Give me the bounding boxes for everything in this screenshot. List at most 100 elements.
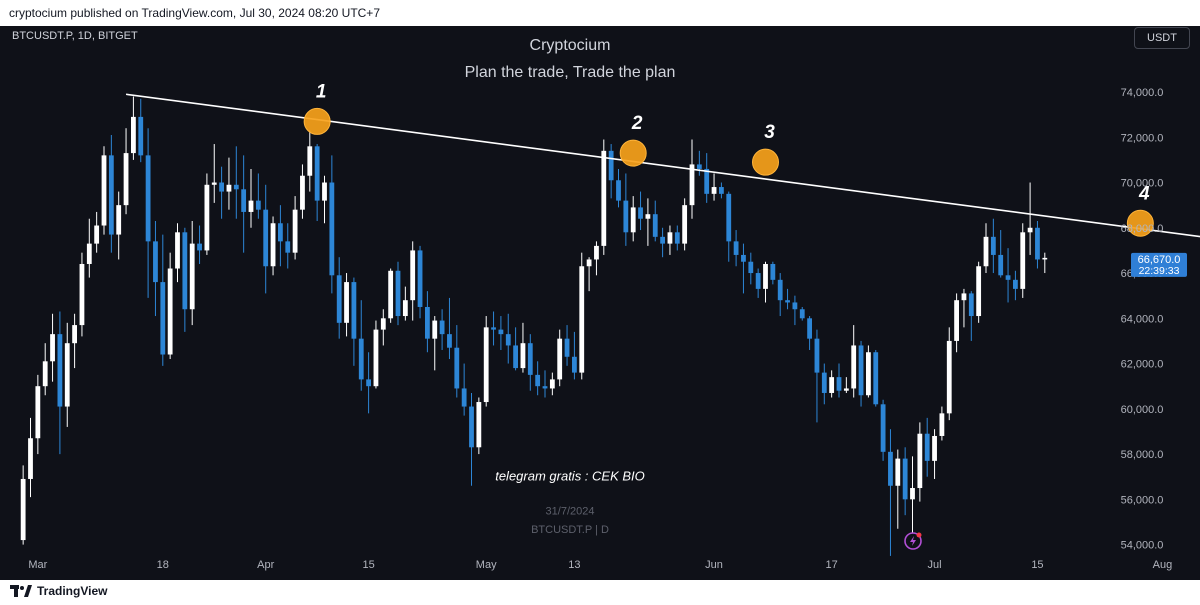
candle-body (520, 343, 526, 369)
candle-body (917, 433, 923, 489)
published-caption: cryptocium published on TradingView.com,… (9, 6, 380, 20)
candle-body (836, 377, 842, 391)
candle-body (748, 261, 754, 274)
candle-body (733, 241, 739, 255)
candle-body (976, 266, 982, 317)
candle-body (447, 334, 452, 348)
y-tick-label: 68,000.0 (1121, 223, 1164, 235)
last-price-label: 66,670.0 (1138, 254, 1181, 266)
candle-body (402, 300, 408, 317)
candle-body (219, 182, 224, 192)
candle-body (946, 340, 952, 414)
candle-body (513, 345, 518, 369)
candle-body (241, 189, 247, 212)
tradingview-logo[interactable]: TradingView (10, 582, 107, 600)
candle-body (50, 334, 55, 362)
candle-body (233, 184, 239, 190)
candle-body (924, 433, 930, 461)
candle-body (145, 155, 151, 242)
candle-body (454, 347, 460, 389)
touch-marker-2 (619, 139, 647, 167)
candle-body (138, 116, 144, 156)
x-tick-label: 15 (362, 559, 374, 571)
chart-subtitle: Plan the trade, Trade the plan (464, 64, 676, 81)
candle-body (57, 334, 63, 407)
chart-title: Cryptocium (529, 37, 611, 54)
candle-body (851, 345, 857, 389)
candle-body (990, 236, 996, 255)
candle-body (888, 451, 893, 486)
candle-body (336, 275, 342, 323)
candle-body (108, 155, 114, 235)
candle-body (638, 207, 643, 219)
candle-body (388, 270, 394, 319)
y-tick-label: 54,000.0 (1121, 540, 1164, 552)
chart-panel[interactable] (0, 26, 1200, 580)
candle-body (483, 327, 489, 403)
candle-body (696, 164, 702, 169)
candle-body (601, 150, 607, 246)
candle-body (1035, 227, 1040, 260)
y-tick-label: 60,000.0 (1121, 404, 1164, 416)
candle-body (226, 184, 232, 192)
candle-body (270, 223, 276, 267)
candle-body (189, 243, 195, 310)
x-tick-label: 13 (568, 559, 580, 571)
candle-body (131, 116, 136, 154)
markers-layer: 1 2 3 4 (303, 81, 1154, 237)
resistance-trendline (125, 93, 1200, 238)
candle-body (983, 236, 989, 267)
candle-body (461, 388, 467, 407)
candle-body (932, 435, 937, 461)
candle-body (153, 241, 158, 283)
candle-body (954, 300, 959, 341)
y-tick-label: 72,000.0 (1121, 132, 1164, 144)
lightning-icon[interactable] (904, 532, 922, 550)
y-tick-label: 62,000.0 (1121, 359, 1164, 371)
candle-body (814, 338, 820, 373)
candle-body (182, 232, 188, 310)
candle-body (314, 146, 320, 201)
candle-body (572, 356, 577, 373)
candle-body (829, 377, 835, 393)
y-tick-label: 74,000.0 (1121, 87, 1164, 99)
candle-body (86, 243, 92, 264)
candle-body (307, 146, 313, 176)
candle-body (167, 268, 173, 355)
candle-body (35, 386, 41, 439)
candle-body (902, 458, 908, 500)
candle-body (20, 478, 26, 541)
candle-body (344, 282, 349, 323)
candle-body (263, 209, 269, 267)
symbol-label[interactable]: BTCUSDT.P, 1D, BITGET (12, 30, 138, 42)
x-tick-label: Jun (705, 559, 723, 571)
candlestick-chart[interactable]: 1 2 3 4 74,000.0 72,000.0 70,000.0 68,000.0 66,… (0, 26, 1200, 580)
candle-body (594, 245, 599, 260)
watermark-text: 31/7/2024 (546, 506, 595, 518)
candle-body (1027, 227, 1033, 233)
candle-body (373, 329, 379, 387)
candle-body (322, 182, 327, 201)
candle-body (880, 404, 886, 452)
candle-body (689, 164, 695, 206)
candle-body (719, 187, 724, 194)
currency-button[interactable]: USDT (1134, 27, 1190, 49)
last-price-layer: 66,670.022:39:33 (1131, 252, 1187, 277)
candle-body (505, 334, 511, 346)
candle-body (410, 250, 416, 301)
candle-body (1042, 257, 1048, 260)
candle-body (417, 250, 423, 307)
touch-marker-4 (1126, 209, 1154, 237)
candle-body (763, 263, 768, 289)
candle-body (564, 338, 570, 357)
candle-body (968, 293, 974, 317)
candle-body (843, 388, 849, 391)
candle-body (799, 309, 805, 319)
candle-body (395, 270, 401, 317)
candle-body (1005, 275, 1011, 280)
candle-body (211, 182, 217, 185)
candle-body (910, 488, 915, 500)
x-tick-label: Mar (28, 559, 47, 571)
x-tick-label: Aug (1153, 559, 1173, 571)
